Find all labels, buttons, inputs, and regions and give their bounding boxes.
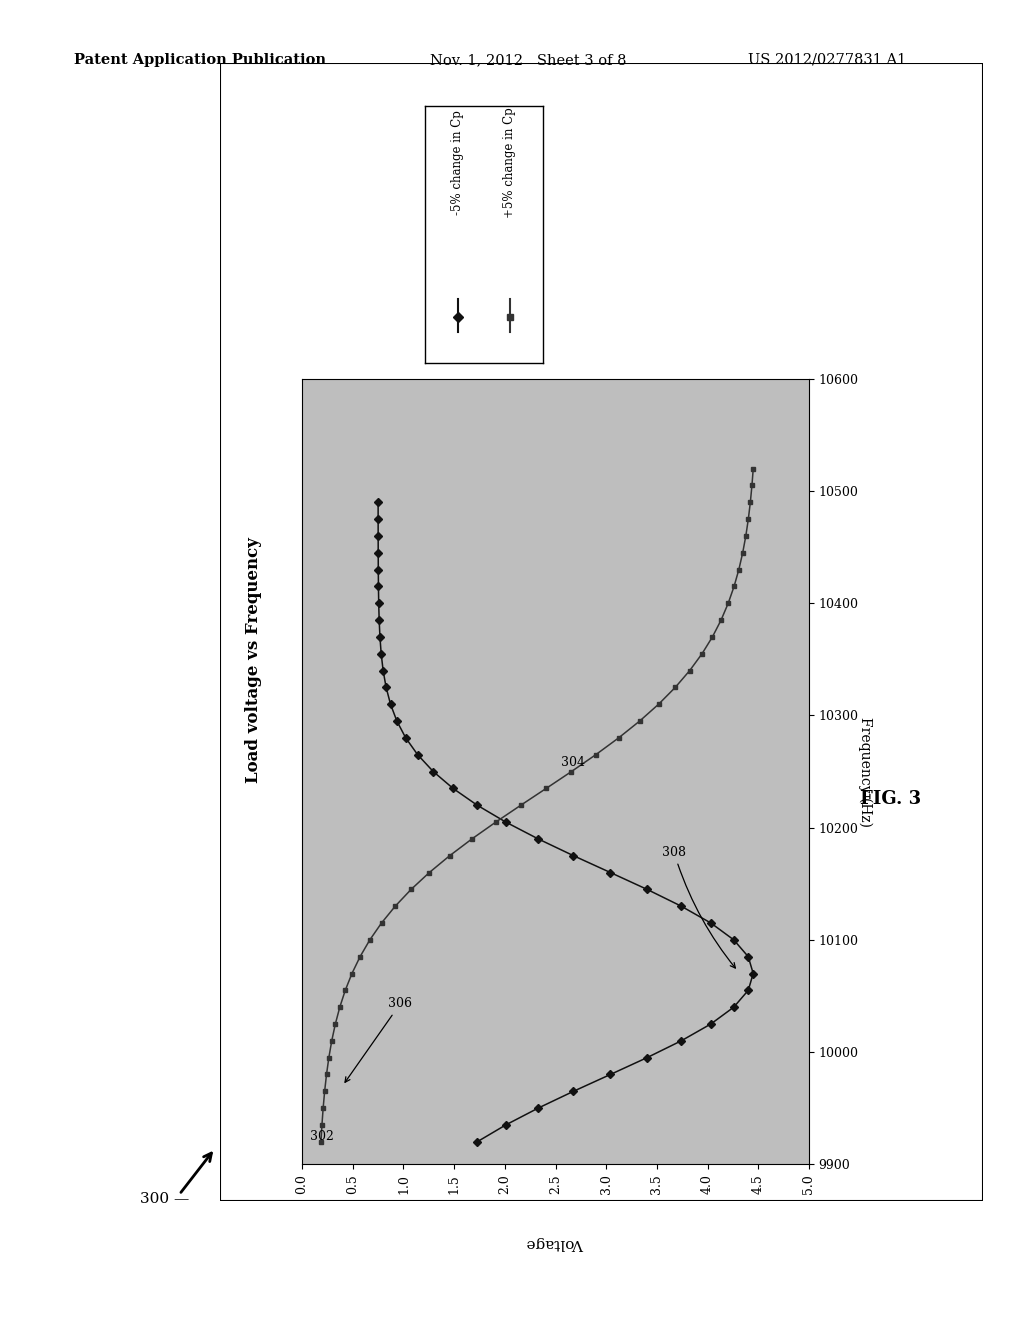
Text: 306: 306 [345,997,413,1082]
Text: US 2012/0277831 A1: US 2012/0277831 A1 [748,53,906,67]
Text: Patent Application Publication: Patent Application Publication [74,53,326,67]
Text: Nov. 1, 2012   Sheet 3 of 8: Nov. 1, 2012 Sheet 3 of 8 [430,53,627,67]
Text: FIG. 3: FIG. 3 [860,789,922,808]
Text: 300 —: 300 — [140,1192,189,1205]
Text: Load voltage vs Frequency: Load voltage vs Frequency [246,537,262,783]
Text: 302: 302 [310,1130,334,1143]
Text: 308: 308 [662,846,735,968]
Y-axis label: Frequency (Hz): Frequency (Hz) [858,717,872,826]
Text: +5% change in Cp: +5% change in Cp [503,107,516,218]
X-axis label: Voltage: Voltage [526,1236,585,1250]
Text: -5% change in Cp: -5% change in Cp [452,110,465,215]
Text: 304: 304 [560,756,585,770]
